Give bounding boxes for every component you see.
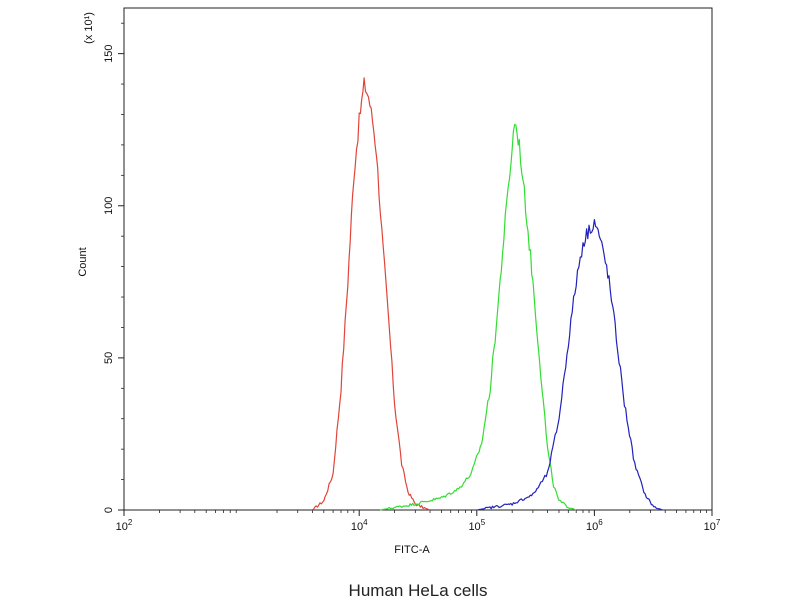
y-axis-label: Count (77, 247, 89, 276)
x-tick-label: 105 (468, 518, 485, 533)
x-tick-label: 107 (704, 518, 721, 533)
histogram-series-2 (379, 123, 577, 511)
series-group (312, 77, 663, 511)
x-tick-label: 104 (351, 518, 368, 533)
plot-frame (123, 7, 713, 511)
y-tick-label: 150 (103, 44, 115, 62)
figure-caption: Human HeLa cells (349, 581, 488, 600)
y-multiplier-label: (x 10¹) (83, 12, 95, 44)
x-tick-label: 106 (586, 518, 603, 533)
axis-ticks: 102 104 105 106 107 0 50 100 150 (103, 22, 721, 533)
x-tick-label: 102 (116, 518, 133, 533)
y-tick-label: 100 (103, 197, 115, 215)
histogram-series-1 (312, 77, 431, 511)
y-tick-label: 0 (103, 507, 115, 513)
y-tick-label: 50 (103, 352, 115, 364)
histogram-series-3 (476, 219, 663, 511)
x-axis-label: FITC-A (394, 544, 430, 556)
